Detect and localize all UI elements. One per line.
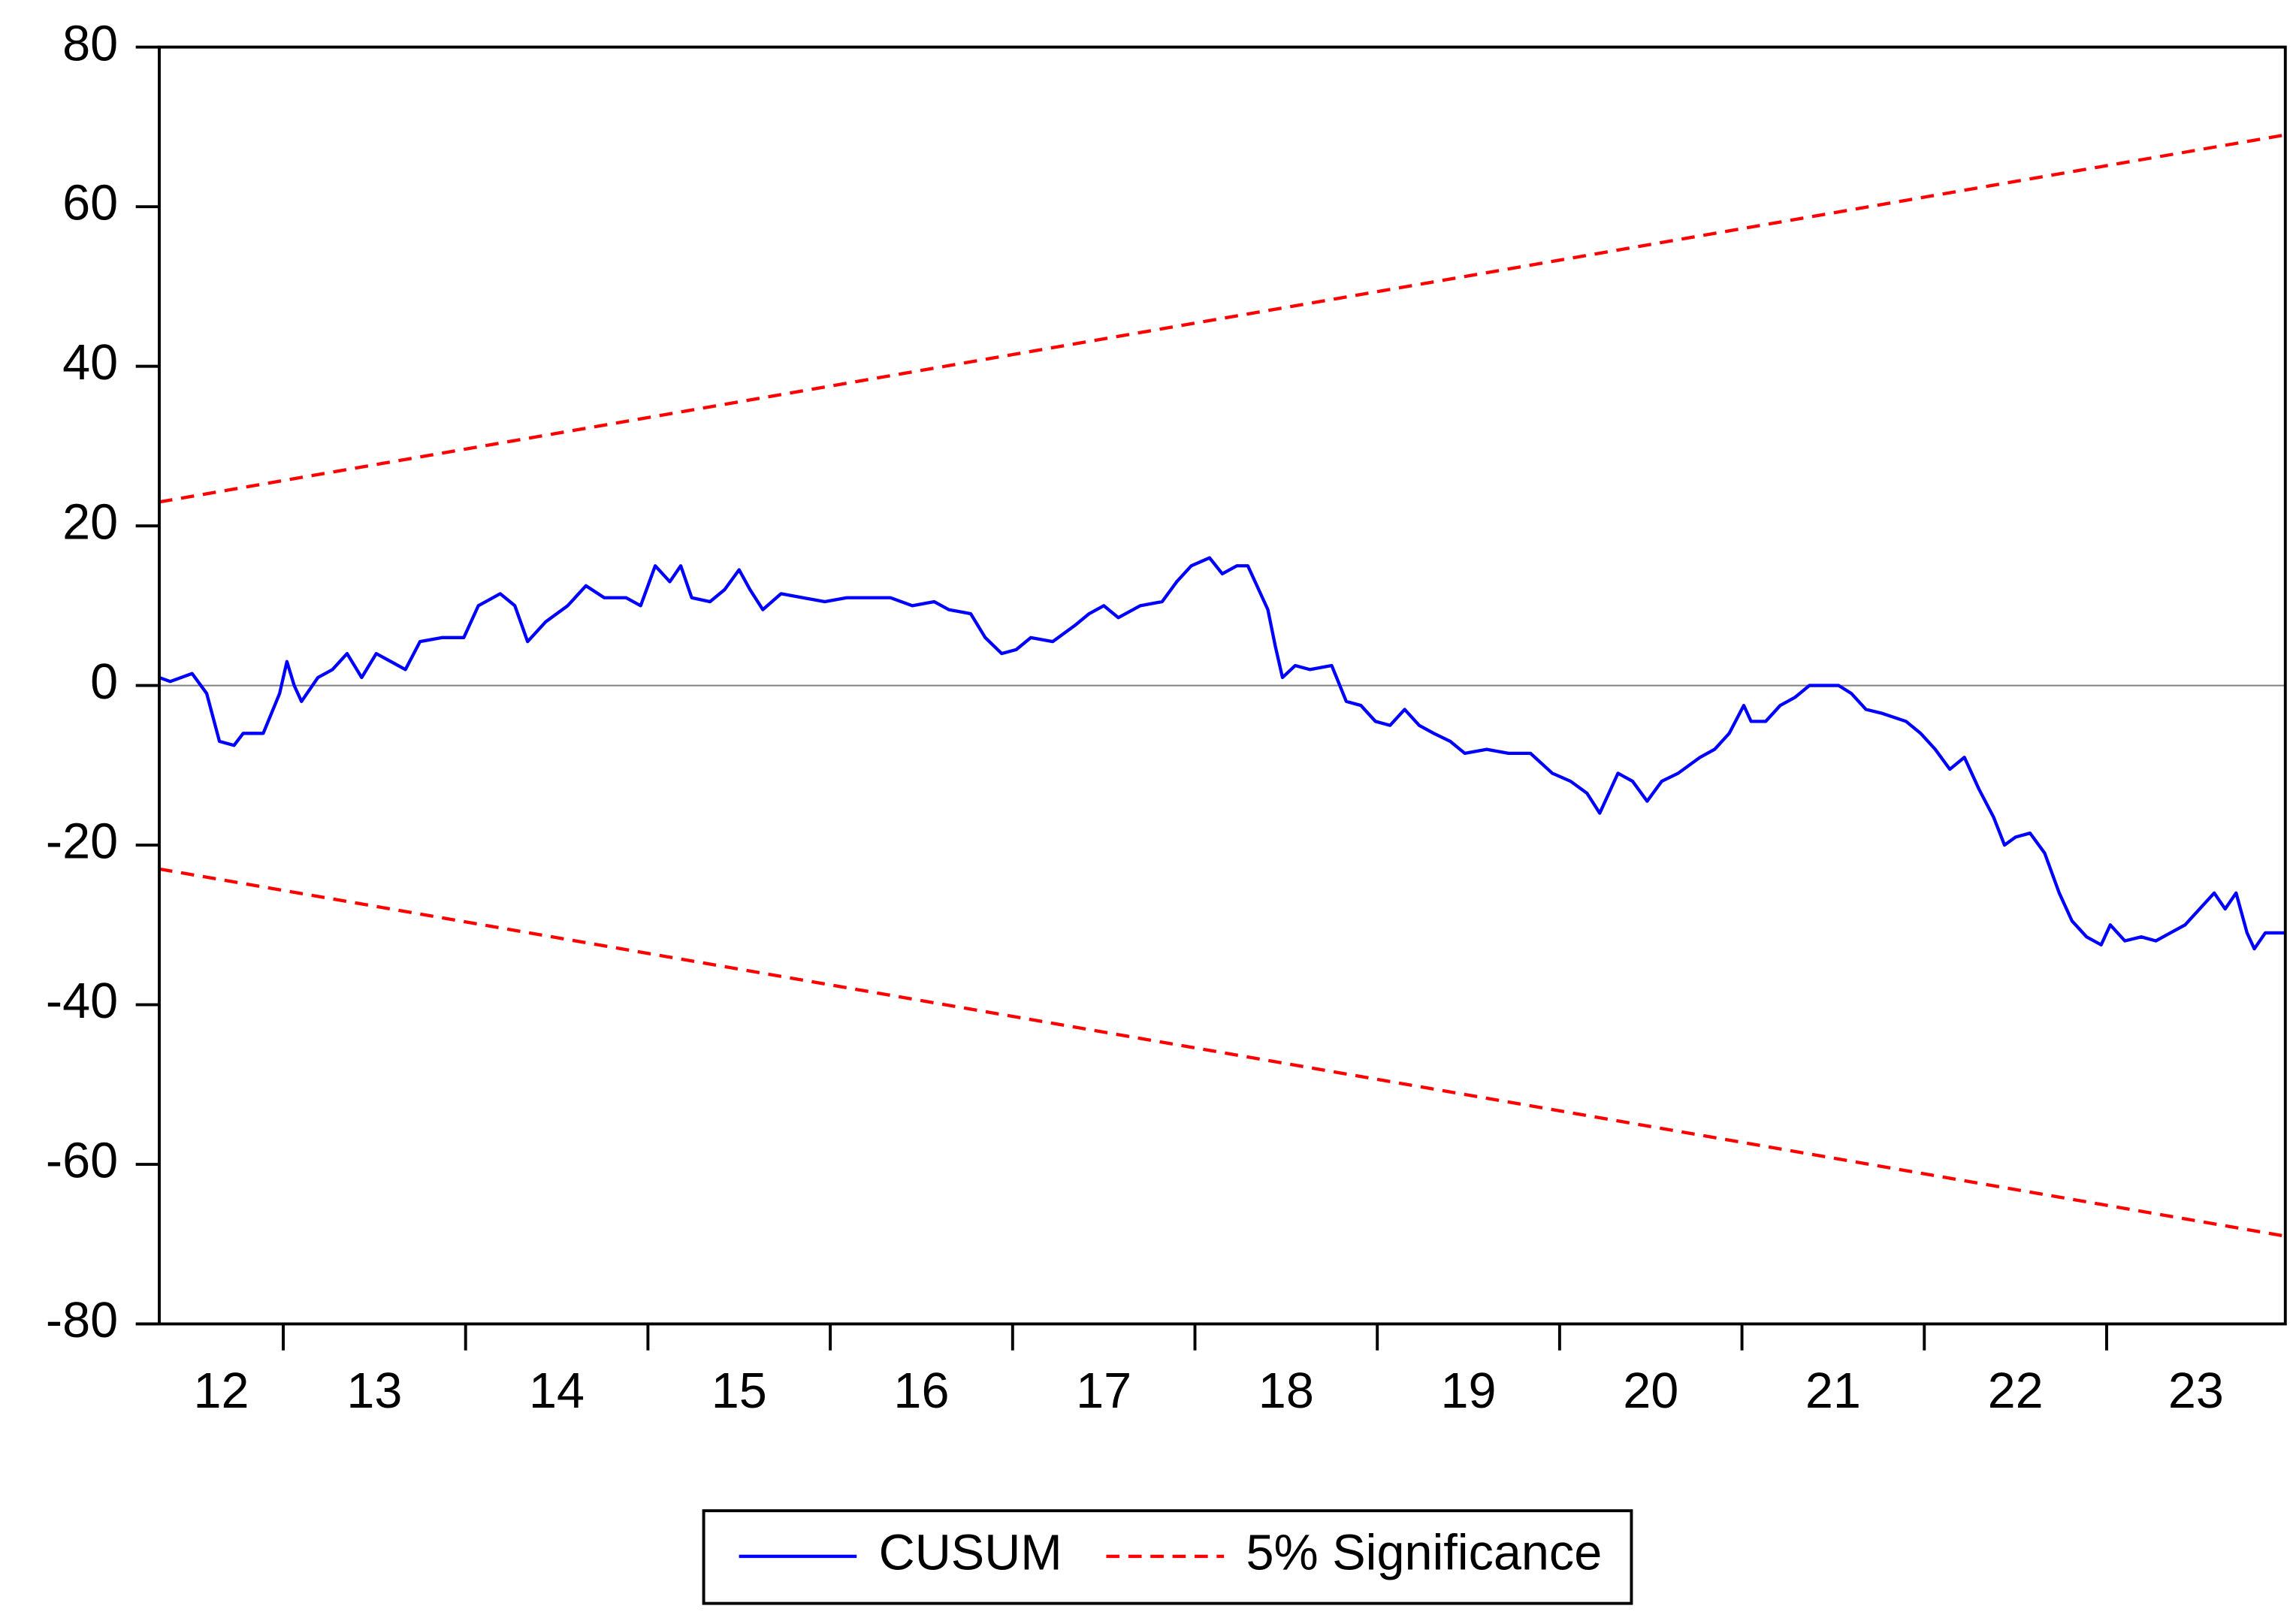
series-line [159,133,2286,504]
x-tick-label: 18 [1258,1363,1314,1419]
y-tick-label: -60 [46,1133,118,1189]
x-tick-label: 12 [193,1363,249,1419]
x-tick-label: 20 [1623,1363,1678,1419]
series-line [159,867,2286,1238]
plot-frame [158,45,2287,1326]
x-tick-label: 19 [1440,1363,1496,1419]
y-tick-label: -20 [46,814,118,870]
y-tick-label: -80 [46,1293,118,1348]
x-tick-label: 14 [529,1363,585,1419]
series-line [159,556,2285,951]
x-tick-label: 22 [1988,1363,2044,1419]
x-tick-label: 23 [2168,1363,2224,1419]
legend-label: CUSUM [879,1526,1062,1581]
legend-box [702,1509,1633,1605]
x-tick-label: 13 [346,1363,402,1419]
y-tick-label: 20 [62,495,118,551]
y-tick-label: 40 [62,335,118,391]
y-tick-label: 80 [62,16,118,71]
x-tick-label: 16 [893,1363,949,1419]
y-tick-label: -40 [46,973,118,1029]
x-tick-label: 15 [711,1363,767,1419]
y-tick-label: 0 [90,654,118,710]
y-tick-label: 60 [62,176,118,231]
legend-label: 5% Significance [1246,1526,1603,1581]
x-tick-label: 17 [1076,1363,1131,1419]
x-tick-label: 21 [1805,1363,1861,1419]
